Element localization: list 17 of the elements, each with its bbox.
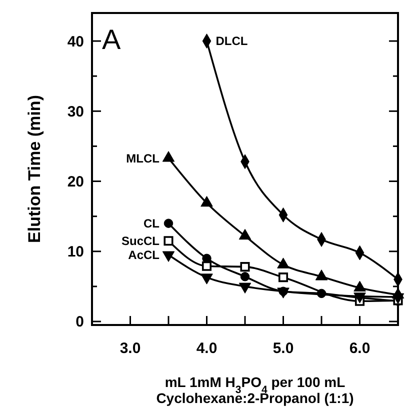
x-tick-label: 3.0 bbox=[120, 340, 141, 357]
y-tick-label: 0 bbox=[76, 314, 84, 331]
x-tick-label: 6.0 bbox=[349, 340, 370, 357]
y-tick-label: 40 bbox=[67, 33, 84, 50]
x-axis-title: mL 1mM H$_{3}$PO$_{4}$ per 100 mL Cyclohexane:2-Propanol (1:1) bbox=[156, 374, 354, 406]
y-tick-label: 20 bbox=[67, 174, 84, 191]
y-tick-label: 10 bbox=[67, 244, 84, 261]
series-label: CL bbox=[144, 216, 160, 231]
series-label: DLCL bbox=[216, 34, 248, 48]
chart-title: A bbox=[102, 24, 121, 55]
x-tick-label: 5.0 bbox=[272, 340, 294, 357]
y-axis-title: Elution Time (min) bbox=[25, 95, 44, 243]
y-tick-label: 30 bbox=[67, 103, 84, 120]
series-label: SucCL bbox=[121, 234, 160, 248]
series-label: AcCL bbox=[128, 248, 160, 262]
x-tick-label: 4.0 bbox=[196, 340, 218, 357]
series-label: MLCL bbox=[126, 151, 160, 166]
